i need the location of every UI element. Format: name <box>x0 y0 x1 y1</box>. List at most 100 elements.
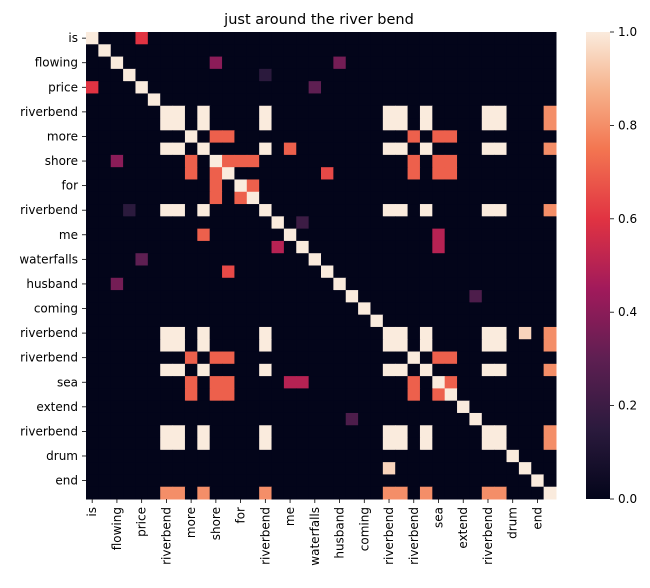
heatmap-cell <box>506 118 520 131</box>
heatmap-cell <box>321 32 334 45</box>
heatmap-cell <box>494 474 508 488</box>
heatmap-cell <box>345 449 359 463</box>
heatmap-cell <box>271 449 285 463</box>
heatmap-cell <box>407 412 421 426</box>
heatmap-cell <box>123 204 136 217</box>
heatmap-cell <box>296 32 310 45</box>
heatmap-cell <box>457 240 470 254</box>
heatmap-cell <box>259 142 273 156</box>
heatmap-cell <box>469 105 483 119</box>
heatmap-cell <box>123 449 136 463</box>
heatmap-cell <box>370 326 384 340</box>
heatmap-cell <box>543 314 557 328</box>
heatmap-cell <box>506 363 520 377</box>
heatmap-cell <box>98 154 112 168</box>
heatmap-cell <box>407 351 421 365</box>
heatmap-cell <box>308 339 322 353</box>
heatmap-cell <box>518 437 532 451</box>
heatmap-cell <box>234 56 248 70</box>
heatmap-cell <box>209 376 223 389</box>
heatmap-cell <box>518 179 532 193</box>
heatmap-cell <box>296 253 310 266</box>
heatmap-cell <box>457 339 470 353</box>
heatmap-cell <box>321 81 334 94</box>
heatmap-cell <box>395 388 409 402</box>
heatmap-cell <box>135 179 149 193</box>
heatmap-cell <box>457 105 470 119</box>
heatmap-cell <box>531 167 545 180</box>
heatmap-cell <box>110 351 124 365</box>
heatmap-cell <box>184 339 198 353</box>
heatmap-cell <box>506 191 520 205</box>
heatmap-cell <box>469 167 483 180</box>
heatmap-cell <box>86 179 99 193</box>
heatmap-cell <box>222 142 235 156</box>
heatmap-cell <box>283 412 297 426</box>
heatmap-cell <box>296 326 310 340</box>
heatmap-cell <box>321 68 334 82</box>
heatmap-cell <box>222 240 235 254</box>
heatmap-cell <box>506 302 520 316</box>
heatmap-cell <box>370 68 384 82</box>
x-tick-label: more <box>184 507 198 538</box>
heatmap-cell <box>296 376 310 389</box>
heatmap-cell <box>160 154 174 168</box>
heatmap-cell <box>246 105 260 119</box>
heatmap-cell <box>234 351 248 365</box>
heatmap-cell <box>271 154 285 168</box>
heatmap-cell <box>259 425 273 439</box>
heatmap-cell <box>283 326 297 340</box>
heatmap-cell <box>432 204 446 217</box>
heatmap-cell <box>184 93 198 107</box>
heatmap-cell <box>506 351 520 365</box>
heatmap-cell <box>271 486 285 500</box>
heatmap-cell <box>135 339 149 353</box>
heatmap-cell <box>444 412 458 426</box>
heatmap-cell <box>345 228 359 242</box>
y-tick-label: price <box>48 80 78 94</box>
heatmap-cell <box>333 204 347 217</box>
heatmap-cell <box>172 228 186 242</box>
heatmap-cell <box>370 179 384 193</box>
heatmap-cell <box>283 228 297 242</box>
heatmap-cell <box>308 81 322 94</box>
heatmap-cell <box>395 314 409 328</box>
heatmap-cell <box>457 351 470 365</box>
heatmap-cell <box>259 351 273 365</box>
heatmap-cell <box>222 400 235 414</box>
heatmap-cell <box>160 339 174 353</box>
heatmap-cell <box>222 105 235 119</box>
heatmap-cell <box>370 93 384 107</box>
y-tick-label: waterfalls <box>19 252 78 266</box>
heatmap-cell <box>283 449 297 463</box>
heatmap-cell <box>419 179 433 193</box>
heatmap-cell <box>345 105 359 119</box>
heatmap-cell <box>197 68 211 82</box>
heatmap-cell <box>370 339 384 353</box>
heatmap-cell <box>184 191 198 205</box>
heatmap-cell <box>246 462 260 475</box>
heatmap-cell <box>296 179 310 193</box>
heatmap-cell <box>457 326 470 340</box>
heatmap-cell <box>110 191 124 205</box>
heatmap-cell <box>308 179 322 193</box>
heatmap-cell <box>147 400 161 414</box>
heatmap-cell <box>259 388 273 402</box>
heatmap-cell <box>481 228 495 242</box>
heatmap-cell <box>481 142 495 156</box>
heatmap-cell <box>308 363 322 377</box>
heatmap-cell <box>147 204 161 217</box>
heatmap-cell <box>345 44 359 58</box>
heatmap-cell <box>321 191 334 205</box>
heatmap-cell <box>234 191 248 205</box>
heatmap-cell <box>494 326 508 340</box>
heatmap-cell <box>432 425 446 439</box>
heatmap-cell <box>160 142 174 156</box>
heatmap-cell <box>321 216 334 230</box>
heatmap-cell <box>246 265 260 279</box>
heatmap-cell <box>531 363 545 377</box>
heatmap-cell <box>283 314 297 328</box>
heatmap-cell <box>469 302 483 316</box>
heatmap-cell <box>184 388 198 402</box>
heatmap-cell <box>419 105 433 119</box>
